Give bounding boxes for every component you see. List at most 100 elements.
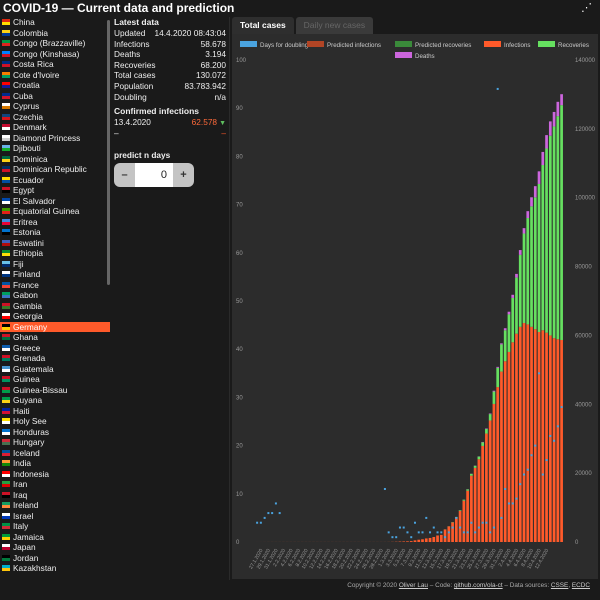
country-name: France <box>13 279 39 290</box>
country-item[interactable]: Dominica <box>0 154 110 165</box>
country-item[interactable]: Denmark <box>0 122 110 133</box>
bar-recoveries <box>458 510 462 511</box>
footer-sep: , <box>568 582 572 589</box>
info-row: Infections 58.678 <box>114 39 226 50</box>
bar-deaths <box>560 94 563 106</box>
prediction-date-dash: – <box>114 127 119 138</box>
predict-days-stepper[interactable]: – 0 + <box>114 163 194 188</box>
country-item[interactable]: Grenada <box>0 353 110 364</box>
country-item[interactable]: Equatorial Guinea <box>0 206 110 217</box>
country-item[interactable]: Croatia <box>0 80 110 91</box>
flag-icon <box>2 397 10 403</box>
country-item[interactable]: Congo (Kinshasa) <box>0 49 110 60</box>
doubling-point <box>440 531 443 534</box>
country-item[interactable]: Holy See <box>0 416 110 427</box>
flag-icon <box>2 334 10 340</box>
country-item[interactable]: Jamaica <box>0 532 110 543</box>
country-item[interactable]: Eritrea <box>0 217 110 228</box>
footer-sources-label: – Data sources: <box>502 582 551 589</box>
country-item[interactable]: Guyana <box>0 395 110 406</box>
country-item[interactable]: Eswatini <box>0 238 110 249</box>
footer: Copyright © 2020 Oliver Lau – Code: gith… <box>232 580 598 600</box>
country-item[interactable]: Ireland <box>0 500 110 511</box>
flag-icon <box>2 323 10 330</box>
ecdc-link[interactable]: ECDC <box>571 582 590 589</box>
flag-icon <box>2 355 10 361</box>
bar-recoveries <box>492 391 496 404</box>
country-item[interactable]: Fiji <box>0 259 110 270</box>
country-list-scrollbar[interactable] <box>107 20 110 285</box>
bar-recoveries <box>548 135 552 336</box>
country-item[interactable]: Congo (Brazzaville) <box>0 38 110 49</box>
country-item[interactable]: Ethiopia <box>0 248 110 259</box>
confirmed-value: 62.578 <box>191 117 218 128</box>
bar-recoveries <box>545 148 548 333</box>
flag-icon <box>2 523 10 529</box>
country-item[interactable]: Italy <box>0 521 110 532</box>
doubling-point <box>556 425 559 428</box>
country-item[interactable]: Hungary <box>0 437 110 448</box>
country-item[interactable]: Guinea-Bissau <box>0 385 110 396</box>
country-item[interactable]: Greece <box>0 343 110 354</box>
doubling-point <box>274 502 277 505</box>
country-item[interactable]: India <box>0 458 110 469</box>
country-item[interactable]: Cyprus <box>0 101 110 112</box>
bar-infections <box>424 538 428 542</box>
country-item[interactable]: Japan <box>0 542 110 553</box>
country-item[interactable]: Costa Rica <box>0 59 110 70</box>
country-item[interactable]: Kazakhstan <box>0 563 110 574</box>
country-item[interactable]: Iceland <box>0 448 110 459</box>
decrement-button[interactable]: – <box>114 163 135 188</box>
country-item[interactable]: Ecuador <box>0 175 110 186</box>
country-item[interactable]: Gambia <box>0 301 110 312</box>
country-item[interactable]: Ghana <box>0 332 110 343</box>
country-item[interactable]: Egypt <box>0 185 110 196</box>
tab-total-cases[interactable]: Total cases <box>232 17 294 34</box>
flag-icon <box>2 544 10 550</box>
bar-recoveries <box>522 233 526 324</box>
flag-icon <box>2 481 10 487</box>
predict-days-input[interactable]: 0 <box>135 163 173 188</box>
country-item[interactable]: Honduras <box>0 427 110 438</box>
country-item[interactable]: Colombia <box>0 28 110 39</box>
country-item[interactable]: Haiti <box>0 406 110 417</box>
increment-button[interactable]: + <box>173 163 194 188</box>
country-item[interactable]: Cuba <box>0 91 110 102</box>
tab-daily-new-cases[interactable]: Daily new cases <box>295 17 374 34</box>
doubling-point <box>481 521 484 524</box>
country-item[interactable]: Djibouti <box>0 143 110 154</box>
country-name: China <box>13 17 35 27</box>
bar-infections <box>458 510 462 542</box>
country-name: Iran <box>13 479 28 489</box>
author-link[interactable]: Oliver Lau <box>398 582 428 589</box>
share-icon[interactable]: ⋰ <box>581 2 592 14</box>
country-name: Japan <box>13 542 36 552</box>
country-item[interactable]: Estonia <box>0 227 110 238</box>
country-item[interactable]: Indonesia <box>0 469 110 480</box>
country-item[interactable]: Cote d'Ivoire <box>0 70 110 81</box>
country-item[interactable]: Jordan <box>0 553 110 564</box>
country-item[interactable]: Guatemala <box>0 364 110 375</box>
country-item[interactable]: Dominican Republic <box>0 164 110 175</box>
country-item[interactable]: Czechia <box>0 112 110 123</box>
country-name: Hungary <box>13 437 45 447</box>
code-link[interactable]: github.com/ola-ct <box>453 582 503 589</box>
country-item[interactable]: Finland <box>0 269 110 280</box>
csse-link[interactable]: CSSE <box>550 582 569 589</box>
country-name: Eritrea <box>13 216 38 227</box>
country-item[interactable]: Iran <box>0 479 110 490</box>
country-item[interactable]: Gabon <box>0 290 110 301</box>
country-item[interactable]: Georgia <box>0 311 110 322</box>
country-item[interactable]: Diamond Princess <box>0 133 110 144</box>
country-item[interactable]: China <box>0 17 110 28</box>
country-item[interactable]: Israel <box>0 511 110 522</box>
country-item[interactable]: Germany <box>0 321 110 332</box>
country-item[interactable]: El Salvador <box>0 196 110 207</box>
bar-recoveries <box>466 489 469 491</box>
country-name: Guatemala <box>13 363 54 374</box>
country-name: Eswatini <box>13 237 44 248</box>
country-item[interactable]: France <box>0 280 110 291</box>
country-item[interactable]: Iraq <box>0 490 110 501</box>
country-list[interactable]: China Colombia Congo (Brazzaville) Congo (K… <box>0 17 110 579</box>
country-item[interactable]: Guinea <box>0 374 110 385</box>
